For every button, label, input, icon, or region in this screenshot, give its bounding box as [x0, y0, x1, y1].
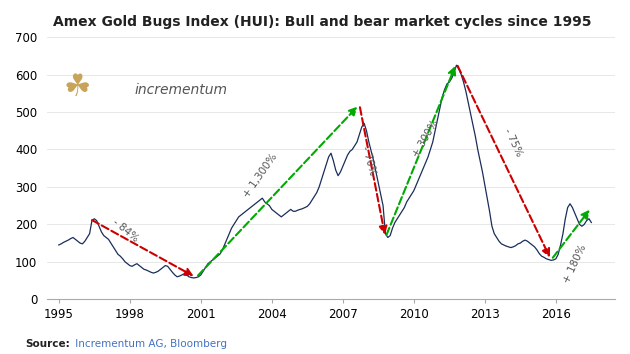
Text: - 84%: - 84% [110, 217, 140, 244]
Text: + 300%: + 300% [411, 118, 440, 159]
Text: Incrementum AG, Bloomberg: Incrementum AG, Bloomberg [72, 339, 227, 349]
Text: incrementum: incrementum [135, 82, 227, 97]
Text: + 180%: + 180% [561, 243, 588, 285]
Text: Amex Gold Bugs Index (HUI): Bull and bear market cycles since 1995: Amex Gold Bugs Index (HUI): Bull and bea… [53, 15, 591, 29]
Text: Source:: Source: [25, 339, 70, 349]
Text: + 1,300%: + 1,300% [241, 152, 279, 200]
Text: - 75%: - 75% [502, 126, 524, 158]
Text: ☘: ☘ [64, 73, 91, 102]
Text: - 70%: - 70% [360, 145, 377, 177]
